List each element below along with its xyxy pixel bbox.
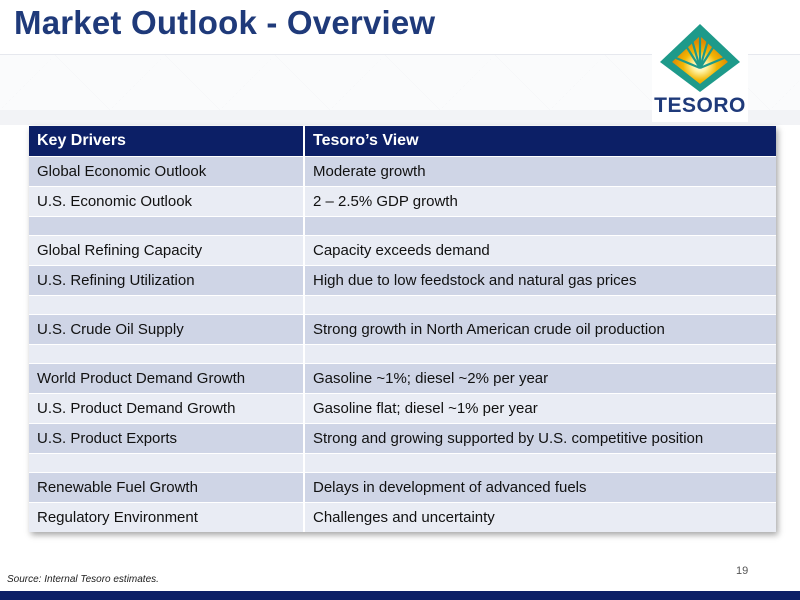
table-row: U.S. Product Demand Growth Gasoline flat… (29, 393, 776, 424)
view-cell: High due to low feedstock and natural ga… (304, 265, 776, 296)
driver-cell: Global Economic Outlook (29, 156, 305, 187)
driver-cell: World Product Demand Growth (29, 363, 305, 394)
table-row: Global Refining Capacity Capacity exceed… (29, 235, 776, 266)
driver-cell (29, 453, 305, 473)
view-cell: Moderate growth (304, 156, 776, 187)
slide-title: Market Outlook - Overview (14, 4, 436, 41)
view-cell: Strong and growing supported by U.S. com… (304, 423, 776, 454)
view-cell: Delays in development of advanced fuels (304, 472, 776, 503)
view-cell: Strong growth in North American crude oi… (304, 314, 776, 345)
view-cell: 2 – 2.5% GDP growth (304, 186, 776, 217)
view-cell (304, 453, 776, 473)
view-cell: Capacity exceeds demand (304, 235, 776, 266)
view-cell (304, 295, 776, 315)
title-divider (0, 54, 800, 55)
driver-cell: U.S. Product Exports (29, 423, 305, 454)
table-row: U.S. Economic Outlook 2 – 2.5% GDP growt… (29, 186, 776, 217)
driver-cell: U.S. Refining Utilization (29, 265, 305, 296)
table-row: Regulatory Environment Challenges and un… (29, 502, 776, 532)
view-cell: Challenges and uncertainty (304, 502, 776, 532)
driver-cell: U.S. Crude Oil Supply (29, 314, 305, 345)
driver-cell: Global Refining Capacity (29, 235, 305, 266)
driver-cell: Renewable Fuel Growth (29, 472, 305, 503)
spacer-row (29, 453, 776, 473)
source-note: Source: Internal Tesoro estimates. (7, 574, 159, 585)
driver-cell: U.S. Economic Outlook (29, 186, 305, 217)
table-row: U.S. Crude Oil Supply Strong growth in N… (29, 314, 776, 345)
tesoro-logo: TESORO (652, 20, 748, 122)
spacer-row (29, 344, 776, 364)
table-row: U.S. Refining Utilization High due to lo… (29, 265, 776, 296)
driver-cell (29, 216, 305, 236)
logo-wordmark: TESORO (654, 94, 746, 117)
driver-cell (29, 344, 305, 364)
table-row: World Product Demand Growth Gasoline ~1%… (29, 363, 776, 394)
tesoro-diamond-icon (660, 24, 740, 92)
table-row: Global Economic Outlook Moderate growth (29, 156, 776, 187)
header-tesoro-view: Tesoro’s View (304, 126, 776, 157)
page-number: 19 (736, 565, 749, 577)
header-key-drivers: Key Drivers (29, 126, 305, 157)
view-cell (304, 216, 776, 236)
spacer-row (29, 216, 776, 236)
table-row: Renewable Fuel Growth Delays in developm… (29, 472, 776, 503)
spacer-row (29, 295, 776, 315)
driver-cell: Regulatory Environment (29, 502, 305, 532)
footer-bar (0, 591, 800, 600)
outlook-table: Key Drivers Tesoro’s View Global Economi… (29, 126, 776, 532)
view-cell (304, 344, 776, 364)
view-cell: Gasoline flat; diesel ~1% per year (304, 393, 776, 424)
driver-cell (29, 295, 305, 315)
view-cell: Gasoline ~1%; diesel ~2% per year (304, 363, 776, 394)
table-row: U.S. Product Exports Strong and growing … (29, 423, 776, 454)
table-header-row: Key Drivers Tesoro’s View (29, 126, 776, 157)
driver-cell: U.S. Product Demand Growth (29, 393, 305, 424)
